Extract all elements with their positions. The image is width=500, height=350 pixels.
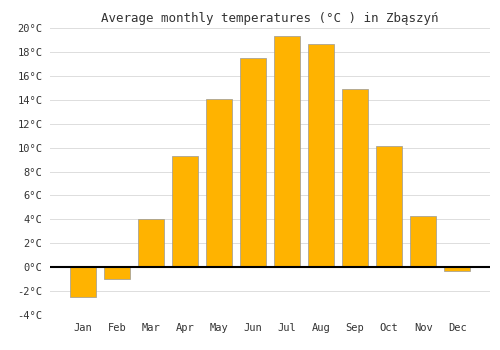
Bar bbox=[104, 267, 130, 279]
Bar bbox=[70, 267, 96, 297]
Bar bbox=[240, 58, 266, 267]
Bar bbox=[410, 216, 436, 267]
Bar bbox=[206, 99, 232, 267]
Bar bbox=[138, 219, 164, 267]
Bar bbox=[376, 146, 402, 267]
Bar bbox=[342, 89, 368, 267]
Bar bbox=[308, 43, 334, 267]
Bar bbox=[444, 267, 470, 271]
Title: Average monthly temperatures (°C ) in Zbąszyń: Average monthly temperatures (°C ) in Zb… bbox=[101, 13, 439, 26]
Bar bbox=[274, 36, 300, 267]
Bar bbox=[172, 156, 198, 267]
